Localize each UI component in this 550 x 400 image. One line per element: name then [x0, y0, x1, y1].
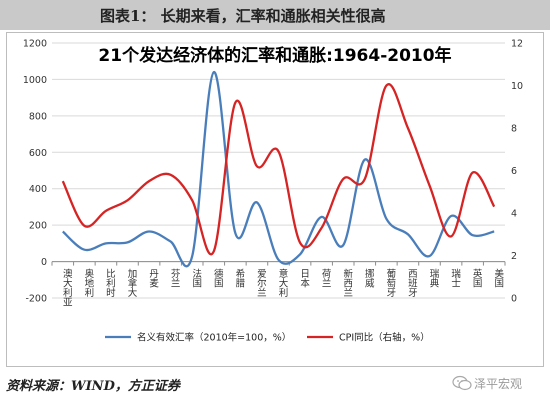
legend-label-1: 名义有效汇率（2010年=100，%）	[137, 332, 291, 344]
chart-frame: -200 0 200 400 600 800 1000 1200 0 2 4 6 8 10 12 澳大利亚 奥地…	[6, 32, 544, 367]
x-category-label: 瑞士	[449, 268, 461, 288]
x-category-label: 荷兰	[320, 269, 332, 288]
x-category-label: 奥地利	[82, 268, 94, 297]
y-right-tick-label: 12	[511, 39, 523, 50]
chart-title: 21个发达经济体的汇率和通胀:1964-2010年	[98, 45, 451, 66]
x-category-label: 英国	[471, 268, 483, 289]
axis-layer: -200 0 200 400 600 800 1000 1200 0 2 4 6 8 10 12 澳大利亚 奥地…	[23, 39, 523, 307]
figure-caption: 图表1： 长期来看，汇率和通胀相关性很高	[100, 7, 386, 25]
source-note: 资料来源：WIND，方正证券	[6, 379, 180, 394]
watermark: 泽平宏观	[452, 374, 542, 394]
x-category-label: 丹麦	[147, 269, 159, 289]
y-left-tick-label: 1200	[23, 39, 47, 50]
x-category-label: 美国	[492, 268, 504, 289]
line-chart: -200 0 200 400 600 800 1000 1200 0 2 4 6 8 10 12 澳大利亚 奥地…	[23, 39, 523, 344]
x-category-label: 法国	[190, 268, 202, 289]
x-category-label: 葡萄牙	[384, 268, 396, 298]
legend-label-2: CPI同比（右轴，%）	[339, 332, 430, 344]
wechat-icon	[452, 375, 472, 391]
watermark-text: 泽平宏观	[474, 377, 523, 391]
y-right-tick-label: 2	[511, 251, 517, 262]
legend: 名义有效汇率（2010年=100，%） CPI同比（右轴，%）	[105, 332, 430, 344]
y-right-tick-label: 10	[511, 81, 523, 92]
y-right-tick-label: 4	[511, 209, 517, 220]
y-left-tick-label: 800	[29, 111, 47, 122]
x-category-label: 西班牙	[406, 269, 418, 298]
y-left-tick-label: 0	[41, 257, 47, 268]
x-category-label: 爱尔兰	[255, 268, 267, 297]
x-category-label: 意大利	[277, 268, 289, 297]
y-left-tick-label: -200	[25, 294, 47, 305]
y-left-tick-label: 1000	[23, 75, 47, 86]
y-right-tick-label: 8	[511, 124, 517, 135]
series-line-1	[62, 70, 495, 268]
x-category-label: 新西兰	[341, 268, 353, 297]
y-left-tick-label: 600	[29, 148, 47, 159]
y-right-tick-label: 0	[511, 294, 517, 305]
x-category-label: 芬兰	[169, 269, 181, 288]
x-category-label: 比利时	[104, 268, 116, 297]
series-line-2	[61, 83, 496, 256]
y-right-tick-label: 6	[511, 166, 517, 177]
x-category-label: 澳大利亚	[61, 268, 73, 307]
series-layer	[61, 70, 496, 268]
x-category-label: 挪威	[363, 268, 375, 289]
x-category-label: 日本	[298, 269, 310, 289]
x-category-label: 瑞典	[428, 268, 440, 289]
figure-header-bar	[0, 0, 550, 30]
x-category-label: 加拿大	[126, 269, 138, 298]
y-left-tick-label: 400	[29, 184, 47, 195]
y-left-tick-label: 200	[29, 221, 47, 232]
x-category-label: 希腊	[233, 268, 245, 289]
x-category-label: 德国	[212, 268, 224, 289]
